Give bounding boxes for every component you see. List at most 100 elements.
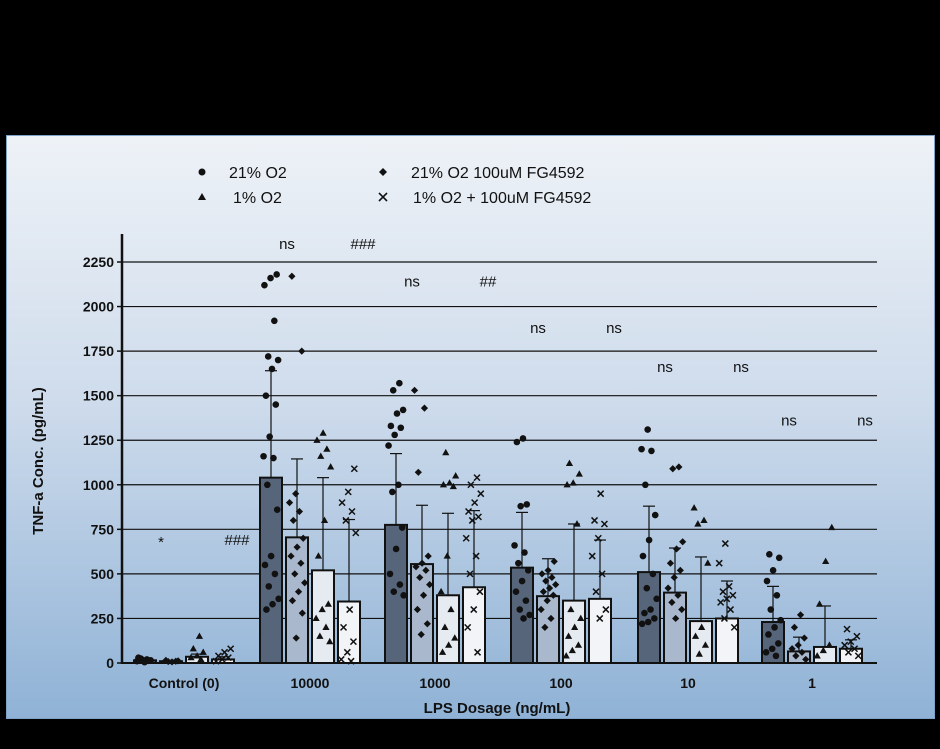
point-diamond [426, 580, 434, 589]
point-diamond [288, 597, 297, 605]
point-cross [715, 559, 723, 567]
cross-stroke [596, 614, 604, 622]
point-triangle [700, 516, 708, 524]
point-cross [474, 648, 482, 656]
cross-stroke [727, 606, 735, 614]
point-cross [597, 490, 605, 498]
point-triangle [449, 482, 457, 490]
legend-label: 21% O2 [229, 165, 287, 182]
cross-stroke [344, 488, 352, 496]
point-circle [777, 616, 784, 624]
point-cross [340, 623, 348, 631]
point-cross [350, 465, 358, 473]
point-circle [518, 577, 526, 585]
point-circle [270, 454, 277, 462]
point-diamond [672, 545, 681, 553]
point-diamond [676, 566, 684, 574]
point-cross [851, 645, 859, 653]
point-circle [526, 611, 533, 619]
point-diamond [285, 499, 294, 507]
point-cross [468, 516, 476, 524]
x-tick-label: 1000 [419, 675, 450, 691]
cross-stroke [592, 588, 600, 596]
point-circle [767, 606, 775, 613]
point-diamond [669, 465, 677, 473]
point-circle [398, 524, 406, 531]
point-cross [717, 598, 725, 606]
point-circle [392, 545, 400, 553]
point-triangle [822, 557, 830, 565]
point-cross [843, 625, 851, 633]
point-triangle [318, 605, 326, 613]
point-cross [342, 516, 350, 524]
point-cross [727, 606, 735, 614]
cross-stroke [841, 641, 849, 649]
cross-stroke [214, 652, 222, 660]
point-diamond [798, 648, 806, 656]
cross-stroke [598, 570, 606, 578]
point-circle [639, 552, 647, 560]
bar [715, 617, 739, 665]
point-triangle [447, 605, 455, 613]
point-circle [271, 570, 279, 578]
point-circle [515, 559, 522, 567]
cross-stroke [476, 588, 484, 596]
cross-stroke [474, 513, 482, 521]
point-triangle [568, 646, 576, 654]
cross-stroke [343, 648, 351, 656]
point-circle [267, 274, 274, 282]
point-cross [218, 655, 226, 663]
point-triangle [442, 448, 450, 456]
cross-stroke [224, 654, 232, 662]
cross-stroke [338, 499, 346, 507]
cross-stroke [466, 570, 474, 578]
cross-stroke [340, 623, 348, 631]
point-diamond [549, 591, 557, 599]
point-cross [592, 588, 600, 596]
point-circle [274, 356, 282, 364]
point-cross [221, 648, 229, 656]
cross-stroke [602, 606, 610, 614]
point-circle [271, 317, 278, 325]
cross-stroke [729, 591, 737, 599]
point-circle [775, 640, 782, 647]
y-tick-label: 0 [106, 655, 114, 671]
point-circle [385, 442, 392, 449]
point-diamond [539, 588, 548, 596]
point-circle [264, 353, 272, 360]
point-cross [343, 648, 351, 656]
x-tick-label: 100 [549, 675, 573, 691]
point-cross [854, 652, 862, 660]
point-diamond [544, 566, 552, 574]
point-circle [773, 591, 781, 599]
point-diamond [414, 468, 422, 476]
cross-stroke [730, 623, 738, 631]
point-circle [390, 588, 398, 596]
point-triangle [439, 480, 448, 488]
point-diamond [291, 570, 299, 578]
point-triangle [825, 641, 834, 648]
point-circle [389, 488, 396, 496]
point-circle [517, 502, 524, 510]
point-triangle [565, 459, 574, 466]
significance-label: ns [857, 413, 873, 430]
point-cross [723, 595, 731, 603]
significance-label: ns [530, 320, 546, 337]
point-diamond [537, 605, 545, 614]
cross-stroke [720, 614, 728, 622]
point-diamond [679, 538, 687, 546]
point-cross [462, 534, 470, 542]
cross-stroke [342, 516, 350, 524]
cross-stroke [464, 623, 472, 631]
point-cross [841, 641, 849, 649]
point-circle [765, 631, 772, 638]
bars [133, 476, 863, 665]
point-circle [638, 445, 645, 453]
point-circle [644, 618, 652, 626]
legend-item-21-o2-fg4592: 21% O2 100uM FG4592 [379, 165, 585, 182]
x-axis-title: LPS Dosage (ng/mL) [424, 700, 571, 717]
point-triangle [317, 452, 325, 459]
significance-label: ### [350, 236, 376, 253]
legend-label: 1% O2 [233, 190, 282, 207]
significance-label: ns [781, 413, 797, 430]
